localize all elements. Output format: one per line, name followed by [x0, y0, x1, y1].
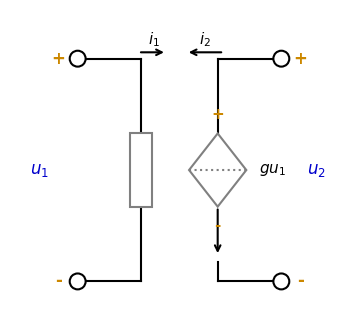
Circle shape — [70, 273, 86, 289]
Text: +: + — [52, 50, 65, 68]
Text: $gu_1$: $gu_1$ — [259, 162, 286, 178]
Text: $u_1$: $u_1$ — [30, 161, 49, 179]
Polygon shape — [189, 134, 246, 207]
Circle shape — [273, 51, 289, 67]
Text: +: + — [294, 50, 307, 68]
Text: $i_1$: $i_1$ — [148, 30, 160, 49]
Text: +: + — [211, 107, 224, 122]
Text: -: - — [214, 218, 221, 233]
Text: -: - — [55, 273, 62, 291]
Circle shape — [70, 51, 86, 67]
Bar — [130, 134, 153, 207]
Text: $i_2$: $i_2$ — [199, 30, 211, 49]
Text: -: - — [297, 273, 304, 291]
Text: $u_2$: $u_2$ — [307, 161, 326, 179]
Circle shape — [273, 273, 289, 289]
